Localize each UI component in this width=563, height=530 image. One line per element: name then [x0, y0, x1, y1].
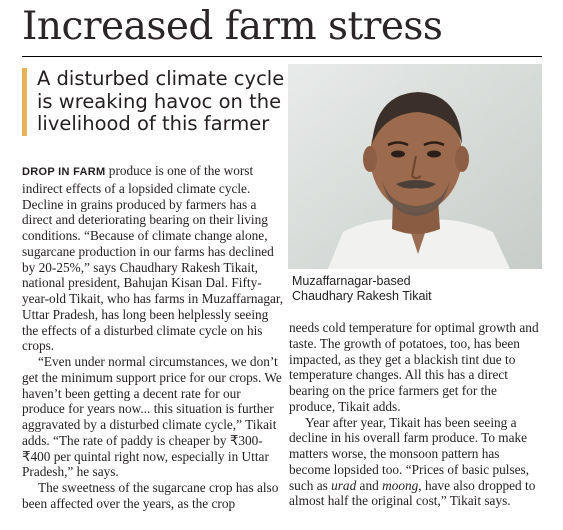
portrait-photo: [288, 64, 542, 269]
caption-line-1: Muzaffarnagar-based: [292, 274, 411, 288]
paragraph-1: DROP IN FARM produce is one of the worst…: [22, 163, 284, 354]
caption-line-2: Chaudhary Rakesh Tikait: [292, 289, 432, 303]
headline: Increased farm stress: [22, 4, 443, 49]
paragraph-3: The sweetness of the sugarcane crop has …: [22, 480, 279, 511]
paragraph-5-text-b: and: [356, 477, 383, 493]
headline-rule: [22, 56, 542, 57]
term-moong: moong: [382, 477, 419, 493]
paragraph-2: “Even under normal circumstances, we don…: [22, 354, 282, 480]
body-column-1: DROP IN FARM produce is one of the worst…: [22, 163, 284, 512]
paragraph-5-text-a: Year after year, Tikait has been seeing …: [289, 414, 530, 493]
lead-in: DROP IN FARM: [22, 166, 106, 178]
paragraph-5: Year after year, Tikait has been seeing …: [289, 415, 541, 510]
photo-caption: Muzaffarnagar-based Chaudhary Rakesh Tik…: [292, 274, 542, 304]
paragraph-4: needs cold temperature for optimal growt…: [289, 320, 539, 414]
paragraph-1-text: produce is one of the worst indirect eff…: [22, 163, 284, 354]
body-column-2: needs cold temperature for optimal growt…: [289, 320, 541, 509]
term-urad: urad: [331, 477, 357, 493]
deck: A disturbed climate cycle is wreaking ha…: [22, 67, 287, 136]
paragraph-5-text-c: , have also dropped to almost half the o…: [289, 477, 536, 509]
